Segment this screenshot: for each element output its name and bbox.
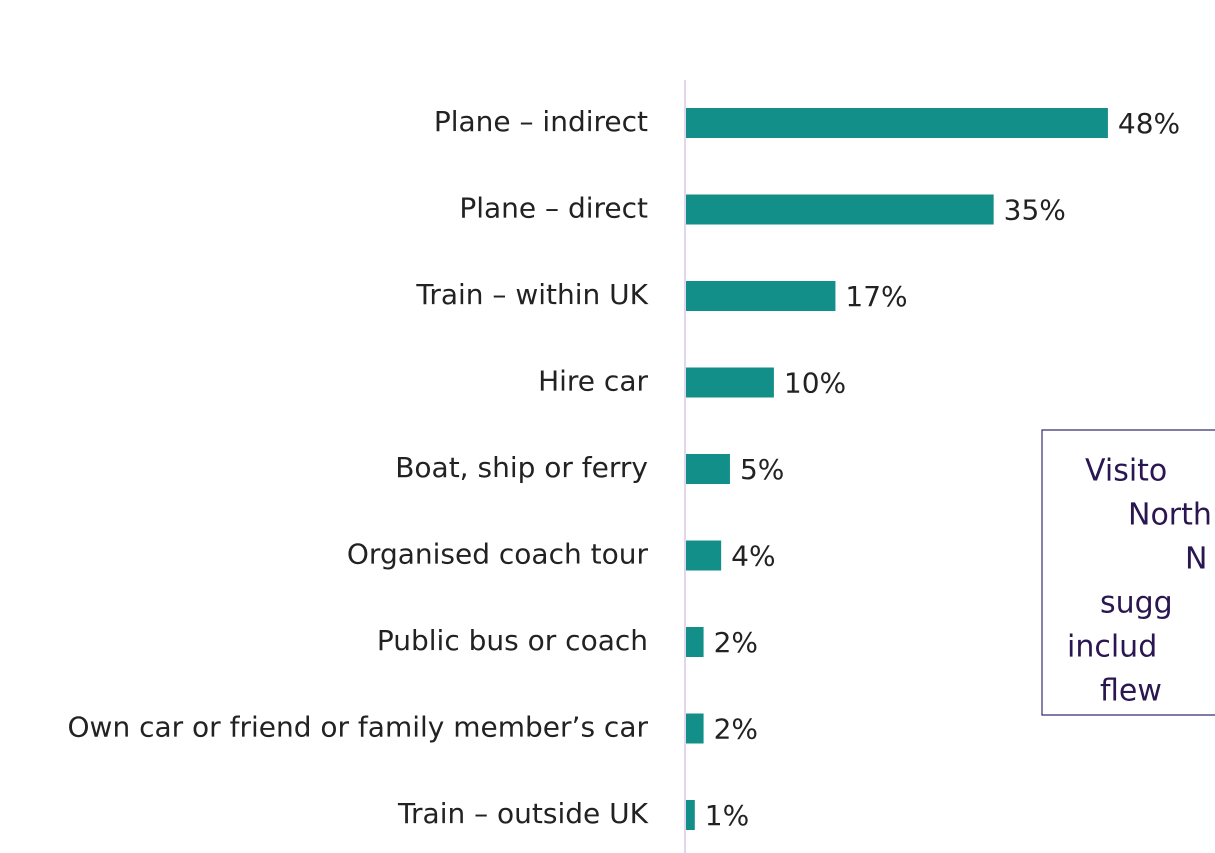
value-label: 48% — [1118, 107, 1180, 140]
bar — [686, 627, 704, 657]
value-label: 17% — [845, 280, 907, 313]
category-label: Hire car — [538, 365, 648, 398]
category-label: Organised coach tour — [347, 538, 649, 571]
bar — [686, 194, 994, 225]
bar — [686, 367, 774, 398]
value-label: 2% — [714, 626, 758, 659]
bar — [686, 540, 722, 571]
annotation-line: sugg — [1100, 586, 1173, 621]
category-label: Plane – direct — [459, 192, 648, 225]
bar — [686, 108, 1108, 138]
bar — [686, 454, 730, 484]
annotation-line: N — [1185, 542, 1207, 577]
annotation-line: North — [1128, 498, 1212, 533]
note-box — [1041, 429, 1215, 716]
bar — [686, 281, 836, 311]
bar — [686, 713, 704, 744]
annotation-line: includ — [1067, 630, 1157, 665]
annotation-line: Visito — [1085, 454, 1167, 489]
category-label: Own car or friend or family member’s car — [68, 711, 649, 744]
category-label: Boat, ship or ferry — [395, 451, 648, 484]
value-label: 35% — [1004, 194, 1066, 227]
category-label: Train – outside UK — [397, 797, 649, 830]
value-label: 5% — [740, 453, 784, 486]
value-label: 4% — [731, 540, 775, 573]
value-label: 2% — [714, 713, 758, 746]
category-label: Public bus or coach — [377, 624, 648, 657]
value-label: 10% — [784, 367, 846, 400]
value-label: 1% — [705, 799, 749, 832]
bar — [686, 800, 695, 830]
category-label: Train – within UK — [415, 278, 648, 311]
category-label: Plane – indirect — [434, 105, 648, 138]
annotation-line: flew — [1100, 674, 1162, 709]
